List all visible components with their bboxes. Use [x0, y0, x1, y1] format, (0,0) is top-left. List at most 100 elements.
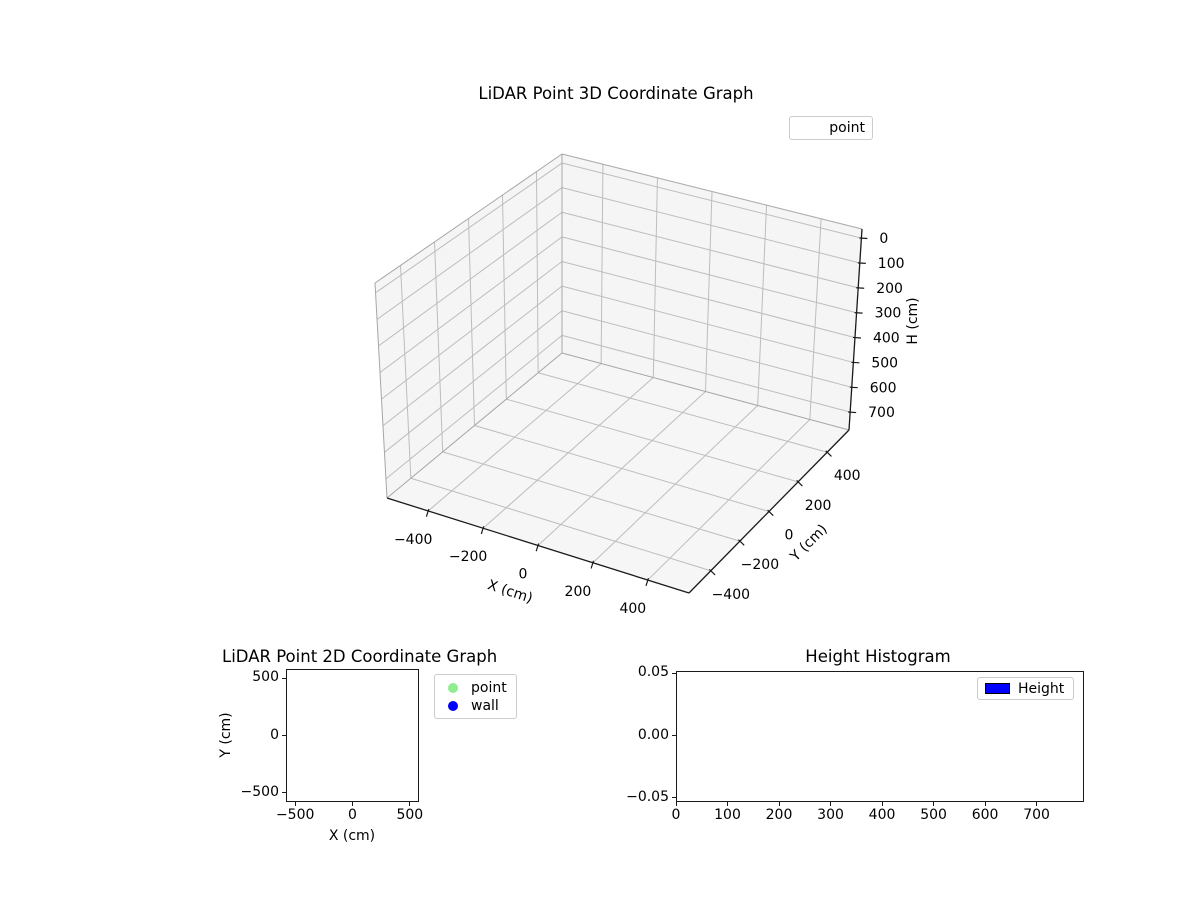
hist-y-tick-mark	[672, 735, 676, 736]
plot2d-legend-point-label: point	[471, 680, 507, 696]
plot3d-gridline	[592, 405, 759, 564]
plot3d-gridline	[647, 419, 811, 581]
hist-y-tick-mark	[672, 672, 676, 674]
tick-mark	[851, 361, 860, 364]
plot3d-z-tick-label: 500	[871, 355, 898, 371]
plot3d-gridline	[537, 391, 706, 546]
plot3d-y-tick-label: 400	[834, 468, 861, 484]
plot3d-pane-left	[375, 154, 562, 498]
plot2d-x-tick-label: 500	[396, 807, 424, 823]
hist-x-tick-label: 100	[714, 807, 741, 823]
plot3d-x-tick-label: 0	[519, 567, 528, 583]
plot3d-pane-edge	[386, 352, 563, 499]
plot3d-x-tick-label: −400	[394, 532, 432, 548]
tick-mark	[590, 560, 595, 569]
plot3d-gridline	[757, 205, 768, 406]
plot2d-y-tick-mark	[282, 677, 286, 679]
tick-mark	[852, 336, 862, 339]
plot3d-gridline	[400, 265, 412, 479]
point-marker-blank	[801, 123, 829, 133]
plot2d-axes	[286, 669, 419, 802]
plot3d-legend-label: point	[829, 120, 865, 136]
tick-mark	[848, 411, 857, 414]
point-marker	[448, 683, 458, 693]
hist-x-tick-mark	[881, 802, 883, 806]
plot3d-gridline	[809, 218, 822, 420]
plot3d-z-tick-label: 300	[875, 306, 902, 322]
plot2d-x-tick-mark	[352, 802, 353, 806]
plot3d-pane-right	[562, 154, 862, 430]
hist-y-tick-label: −0.05	[626, 788, 669, 805]
plot3d-pane-edge	[561, 153, 863, 230]
tick-mark	[854, 311, 863, 314]
plot3d-x-tick-label: 200	[565, 584, 592, 600]
plot3d-legend: point	[789, 116, 873, 140]
plot3d-gridline	[468, 218, 475, 426]
wall-marker	[448, 701, 458, 711]
plot2d-xlabel: X (cm)	[328, 828, 376, 844]
hist-legend: Height	[977, 677, 1074, 700]
plot3d-y-tick-label: −400	[712, 587, 750, 603]
plot2d-x-tick-mark	[294, 802, 296, 806]
plot3d-z-tick-label: 0	[879, 231, 888, 247]
hist-x-tick-label: 700	[1023, 807, 1050, 823]
hist-title: Height Histogram	[805, 647, 951, 666]
plot3d-gridline	[600, 164, 604, 364]
plot3d-pane-edge	[561, 352, 850, 431]
plot3d-gridline	[502, 195, 507, 400]
hist-y-tick-label: 0.05	[637, 664, 669, 681]
plot3d-z-tick-label: 100	[878, 256, 905, 272]
plot3d-x-tick-label: 400	[619, 601, 646, 617]
hist-x-tick-mark	[1036, 802, 1038, 806]
plot3d-gridline	[427, 363, 602, 512]
tick-mark	[708, 568, 716, 576]
plot3d-z-tick-label: 700	[868, 405, 895, 421]
plot2d-legend-row-wall: wall	[448, 697, 516, 715]
tick-mark	[767, 509, 774, 517]
plot3d-pane-edge	[374, 153, 563, 284]
plot3d-title: LiDAR Point 3D Coordinate Graph	[478, 84, 754, 103]
plot2d-y-tick-label: 0	[270, 726, 279, 743]
tick-mark	[738, 539, 745, 546]
plot2d-legend: point wall	[434, 674, 517, 719]
hist-x-tick-mark	[727, 802, 728, 806]
tick-mark	[859, 237, 868, 240]
plot3d-z-tick-label: 200	[876, 281, 903, 297]
plot2d-y-tick-mark	[282, 735, 286, 736]
hist-y-tick-mark	[672, 797, 676, 799]
tick-mark	[825, 450, 832, 457]
hist-x-tick-label: 600	[971, 807, 999, 823]
hist-x-tick-mark	[984, 802, 986, 806]
tick-mark	[796, 480, 803, 487]
plot2d-x-tick-mark	[409, 802, 411, 806]
plot3d-gridline	[536, 171, 539, 373]
hist-x-tick-label: 300	[817, 807, 844, 823]
plot3d-y-tick-label: −200	[741, 557, 779, 573]
plot3d-z-tick-label: 400	[873, 331, 900, 347]
tick-mark	[856, 287, 865, 289]
plot3d-x-tick-label: −200	[449, 549, 487, 565]
hist-x-tick-label: 200	[765, 807, 793, 823]
tick-mark	[857, 262, 866, 264]
plot3d-pane-edge	[374, 282, 388, 499]
height-marker	[985, 683, 1010, 694]
plot3d-gridline	[652, 177, 658, 378]
tick-mark	[535, 543, 540, 552]
hist-x-tick-mark	[933, 802, 935, 806]
plot2d-y-tick-label: −500	[240, 783, 279, 800]
plot3d-zlabel: H (cm)	[905, 297, 921, 345]
hist-y-tick-label: 0.00	[637, 726, 669, 743]
hist-x-tick-mark	[675, 802, 677, 806]
plot3d-gridline	[482, 377, 654, 529]
plot3d-pane-floor	[387, 353, 849, 593]
plot3d-y-tick-label: 200	[805, 498, 832, 514]
hist-x-tick-label: 500	[920, 807, 947, 823]
tick-mark	[480, 526, 485, 535]
plot3d-canvas: −400−2000200400−400−20002004000100200300…	[374, 153, 905, 617]
tick-mark	[645, 577, 649, 586]
hist-x-tick-mark	[830, 802, 832, 806]
tick-mark	[849, 386, 858, 389]
plot2d-title: LiDAR Point 2D Coordinate Graph	[222, 647, 498, 666]
plot2d-legend-wall-label: wall	[471, 698, 499, 714]
